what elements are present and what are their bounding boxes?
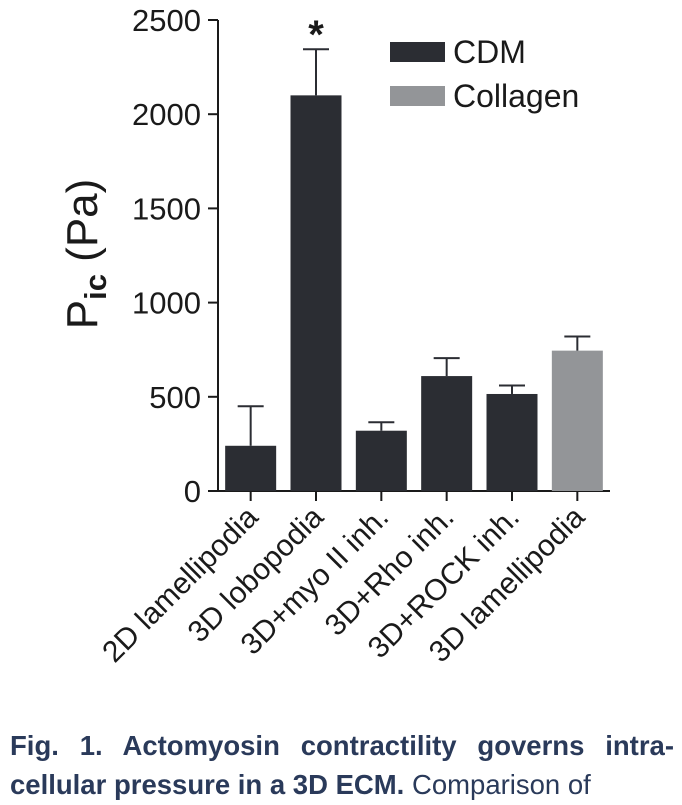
y-tick-label: 2500 <box>132 3 201 38</box>
y-tick-label: 2000 <box>132 97 201 132</box>
bar-3d-rock-inh <box>486 393 538 491</box>
bar-3d-myo-ii-inh <box>355 430 407 491</box>
y-tick-label: 1500 <box>132 191 201 226</box>
y-tick-label: 1000 <box>132 286 201 321</box>
figure-caption: Fig. 1. Actomyosin contractility governs… <box>10 726 674 804</box>
legend-swatch <box>390 86 445 106</box>
y-axis: 0 500 1000 1500 2000 2500 <box>132 3 219 509</box>
bar-3d-lamellipodia <box>551 350 603 491</box>
significance-marker: * <box>308 13 324 57</box>
legend-swatch <box>390 42 445 62</box>
y-axis-label-unit: (Pa) <box>58 179 107 274</box>
legend-label: Collagen <box>453 78 579 114</box>
y-axis-label-main: P <box>58 300 107 329</box>
legend-label: CDM <box>453 34 526 70</box>
y-axis-label: Pic (Pa) <box>58 179 113 330</box>
y-tick-label: 0 <box>184 474 201 509</box>
caption-bold-text: Fig. 1. Actomyosin contractility governs… <box>10 730 674 800</box>
bar-3d-rho-inh <box>421 376 473 491</box>
bars: * <box>225 13 603 492</box>
caption-normal-text: Comparison of <box>404 769 591 800</box>
y-axis-label-subscript: ic <box>78 274 113 300</box>
y-tick-label: 500 <box>149 380 201 415</box>
bar-3d-lobopodia <box>290 95 342 492</box>
legend: CDM Collagen <box>390 34 579 114</box>
bar-2d-lamellipodia <box>225 445 277 491</box>
